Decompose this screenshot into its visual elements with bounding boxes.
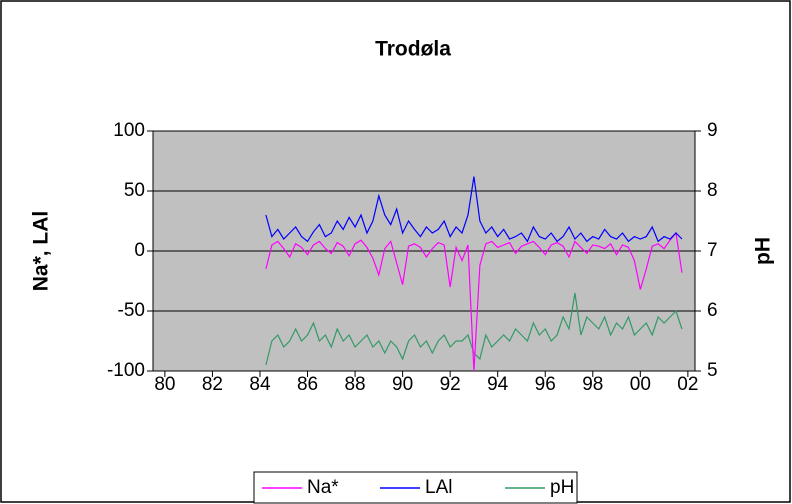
legend-label: pH [550, 477, 574, 498]
y-tick-label: -50 [118, 300, 145, 321]
y-axis-label: Na*, LAl [30, 211, 53, 292]
series-line [265, 292, 683, 366]
y2-tick-label: 9 [707, 120, 718, 141]
x-tick-label: 80 [154, 374, 175, 395]
series-line [265, 176, 683, 243]
y2-tick-label: 5 [707, 360, 718, 381]
y2-tick-label: 6 [707, 300, 718, 321]
y-tick-label: 0 [134, 240, 145, 261]
x-tick-label: 84 [249, 374, 271, 395]
y-tick-label: 50 [124, 180, 145, 201]
y2-tick-label: 7 [707, 240, 718, 261]
x-tick-label: 82 [202, 374, 223, 395]
x-tick-label: 02 [677, 374, 698, 395]
x-tick-label: 94 [487, 374, 509, 395]
x-tick-label: 98 [582, 374, 603, 395]
x-tick-label: 92 [440, 374, 461, 395]
y2-axis-label: pH [752, 237, 775, 265]
legend-label: Na* [307, 477, 339, 498]
series-line [265, 231, 683, 372]
x-tick-label: 86 [297, 374, 318, 395]
x-tick-label: 00 [630, 374, 651, 395]
legend-label: LAl [425, 477, 452, 498]
x-tick-label: 90 [392, 374, 413, 395]
x-tick-label: 96 [535, 374, 556, 395]
x-tick-label: 88 [344, 374, 365, 395]
y-tick-label: -100 [107, 360, 145, 381]
y-tick-label: 100 [113, 120, 145, 141]
y2-tick-label: 8 [707, 180, 718, 201]
chart-title: Trodøla [375, 38, 451, 61]
